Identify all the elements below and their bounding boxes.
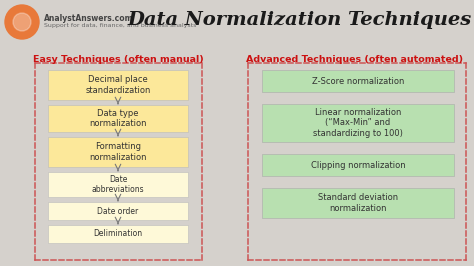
FancyBboxPatch shape bbox=[262, 104, 454, 142]
Circle shape bbox=[13, 13, 31, 31]
Text: Data type
normalization: Data type normalization bbox=[89, 109, 147, 128]
Text: Z-Score normalization: Z-Score normalization bbox=[312, 77, 404, 85]
Text: AnalystAnswers.com: AnalystAnswers.com bbox=[44, 14, 134, 23]
Circle shape bbox=[5, 5, 39, 39]
Text: Decimal place
standardization: Decimal place standardization bbox=[85, 75, 151, 95]
FancyBboxPatch shape bbox=[262, 188, 454, 218]
Text: Date
abbreviations: Date abbreviations bbox=[91, 175, 144, 194]
FancyBboxPatch shape bbox=[48, 137, 188, 167]
Text: Data Normalization Techniques: Data Normalization Techniques bbox=[128, 11, 472, 29]
Text: Linear normalization
(“Max-Min” and
standardizing to 100): Linear normalization (“Max-Min” and stan… bbox=[313, 108, 403, 138]
Text: Delimination: Delimination bbox=[93, 230, 143, 239]
FancyBboxPatch shape bbox=[48, 172, 188, 197]
Text: Advanced Techniques (often automated): Advanced Techniques (often automated) bbox=[246, 55, 464, 64]
FancyBboxPatch shape bbox=[48, 70, 188, 100]
FancyBboxPatch shape bbox=[48, 225, 188, 243]
FancyBboxPatch shape bbox=[48, 202, 188, 220]
Text: Clipping normalization: Clipping normalization bbox=[310, 160, 405, 169]
Text: Easy Techniques (often manual): Easy Techniques (often manual) bbox=[33, 55, 203, 64]
Text: Standard deviation
normalization: Standard deviation normalization bbox=[318, 193, 398, 213]
Text: Formatting
normalization: Formatting normalization bbox=[89, 142, 147, 162]
Text: Date order: Date order bbox=[97, 206, 138, 215]
FancyBboxPatch shape bbox=[48, 105, 188, 132]
FancyBboxPatch shape bbox=[262, 70, 454, 92]
FancyBboxPatch shape bbox=[262, 154, 454, 176]
Text: Support for data, finance, and business analysts: Support for data, finance, and business … bbox=[44, 23, 196, 28]
